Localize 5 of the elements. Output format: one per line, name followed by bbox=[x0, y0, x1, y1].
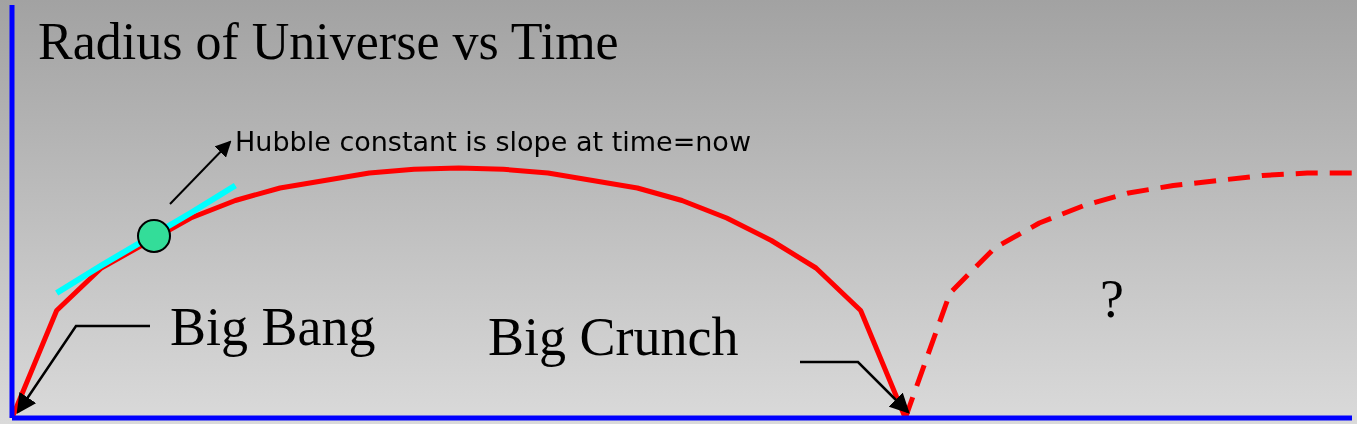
text: Hubble constant is slope at time=now bbox=[235, 126, 751, 157]
annotation: Big Crunch bbox=[488, 306, 739, 368]
annotation: Big Bang bbox=[170, 296, 376, 358]
annotation: ? bbox=[1100, 268, 1124, 330]
chart-title: Radius of Universe vs Time bbox=[38, 12, 619, 71]
